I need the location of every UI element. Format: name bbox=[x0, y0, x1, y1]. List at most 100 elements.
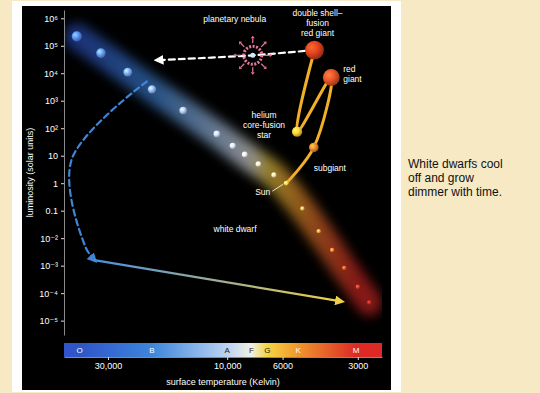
tick-label: 10 bbox=[48, 151, 58, 161]
tick-label: 10⁴ bbox=[44, 69, 58, 79]
tick-label: 10³ bbox=[45, 96, 58, 106]
tick: 10² bbox=[45, 124, 64, 134]
nebula-arrow bbox=[239, 66, 242, 69]
nebula-arrow bbox=[270, 53, 273, 57]
tick-mark bbox=[283, 357, 284, 360]
y-axis-line bbox=[64, 11, 65, 336]
spectral-class-label: K bbox=[295, 346, 301, 355]
tick-mark bbox=[61, 156, 64, 157]
annotation: heliumcore-fusionstar bbox=[243, 110, 285, 140]
star bbox=[305, 41, 324, 60]
tick-label: 30,000 bbox=[95, 361, 123, 371]
star bbox=[367, 300, 371, 304]
nebula-arrow bbox=[233, 53, 236, 57]
figure-frame bbox=[12, 1, 401, 392]
nebula-ray bbox=[265, 55, 270, 56]
main-sequence-band bbox=[77, 36, 369, 302]
spectral-class-label: M bbox=[353, 346, 360, 355]
tick: 6000 bbox=[273, 357, 293, 371]
nebula-ray bbox=[252, 38, 253, 43]
caption-text: dimmer with time. bbox=[408, 185, 502, 199]
spectral-class-label: B bbox=[149, 346, 154, 355]
tick: 10⁶ bbox=[44, 14, 64, 24]
tick: 10⁻² bbox=[40, 234, 64, 244]
tick-mark bbox=[61, 46, 64, 47]
track-line bbox=[94, 260, 341, 301]
annotation-text: helium bbox=[252, 110, 277, 120]
caption-text: White dwarfs cool bbox=[408, 157, 503, 171]
tick-mark bbox=[61, 293, 64, 294]
star bbox=[72, 31, 82, 41]
annotation-text: Sun bbox=[255, 187, 270, 197]
spectral-class-label: A bbox=[225, 346, 231, 355]
star bbox=[317, 229, 321, 233]
tick: 10⁻³ bbox=[40, 261, 64, 271]
track-line bbox=[158, 50, 315, 60]
tick-label: 10⁵ bbox=[44, 41, 58, 51]
tick-label: 10⁻⁴ bbox=[39, 289, 58, 299]
tick-label: 10⁶ bbox=[44, 14, 58, 24]
tick-label: 3000 bbox=[348, 361, 368, 371]
star bbox=[356, 285, 360, 289]
tick-label: 10⁻² bbox=[40, 234, 58, 244]
nebula-ray bbox=[241, 43, 245, 47]
tick: 10⁻⁵ bbox=[40, 316, 65, 326]
tick: 30,000 bbox=[95, 357, 123, 371]
slide: OBAFGKM10⁶10⁵10⁴10³10²1010.110⁻²10⁻³10⁻⁴… bbox=[0, 0, 540, 393]
tick-label: 10⁻³ bbox=[40, 261, 58, 271]
nebula-arrow bbox=[263, 66, 266, 69]
tick-mark bbox=[61, 101, 64, 102]
star bbox=[271, 172, 276, 177]
tick-label: 10⁻⁵ bbox=[40, 316, 59, 326]
tick-mark bbox=[61, 128, 64, 129]
tick: 0.1 bbox=[45, 206, 64, 216]
nebula-arrow bbox=[251, 72, 255, 75]
planetary-nebula bbox=[233, 36, 272, 75]
tick: 10⁻⁴ bbox=[39, 289, 64, 299]
nebula-arrow bbox=[251, 36, 255, 39]
leader-line bbox=[272, 184, 283, 191]
annotation: Sun bbox=[255, 184, 283, 197]
tick: 10⁵ bbox=[44, 41, 64, 51]
nebula-ray bbox=[241, 64, 245, 68]
star bbox=[179, 107, 187, 115]
annotation-text: giant bbox=[343, 74, 362, 84]
x-axis: 30,00010,00060003000 bbox=[65, 357, 383, 371]
annotation-text: fusion bbox=[306, 18, 329, 28]
star bbox=[342, 266, 346, 270]
tick-mark bbox=[61, 73, 64, 74]
spectral-class-label: O bbox=[76, 346, 82, 355]
annotation-text: core-fusion bbox=[243, 120, 285, 130]
tick: 10 bbox=[48, 151, 64, 161]
spectral-class-label: F bbox=[249, 346, 254, 355]
tick-mark bbox=[61, 238, 64, 239]
star bbox=[309, 143, 318, 152]
annotation: planetary nebula bbox=[203, 14, 266, 24]
star bbox=[230, 143, 236, 149]
star bbox=[242, 152, 248, 158]
annotation-text: red bbox=[343, 64, 356, 74]
tick-label: 6000 bbox=[273, 361, 293, 371]
annotation-text: planetary nebula bbox=[203, 14, 266, 24]
tick-mark bbox=[61, 211, 64, 212]
caption-text: off and grow bbox=[408, 171, 474, 185]
tick-mark bbox=[108, 357, 109, 360]
annotation: redgiant bbox=[343, 64, 362, 84]
nebula-ray bbox=[261, 43, 265, 47]
nebula-arrow bbox=[263, 42, 266, 45]
tick-mark bbox=[61, 266, 64, 267]
y-axis-title: luminosity (solar units) bbox=[25, 128, 35, 218]
annotation: white dwarf bbox=[213, 224, 258, 234]
tick: 3000 bbox=[348, 357, 368, 371]
star bbox=[148, 85, 156, 93]
annotation: subgiant bbox=[314, 163, 347, 173]
annotation-text: red giant bbox=[301, 28, 335, 38]
x-axis-line bbox=[65, 357, 383, 358]
nebula-ray bbox=[236, 55, 241, 56]
tick: 1 bbox=[53, 179, 64, 189]
star bbox=[323, 69, 340, 86]
nebula-shell bbox=[244, 46, 262, 64]
tick-label: 1 bbox=[53, 179, 58, 189]
annotation: double shell–fusionred giant bbox=[292, 8, 342, 38]
background bbox=[0, 0, 540, 393]
